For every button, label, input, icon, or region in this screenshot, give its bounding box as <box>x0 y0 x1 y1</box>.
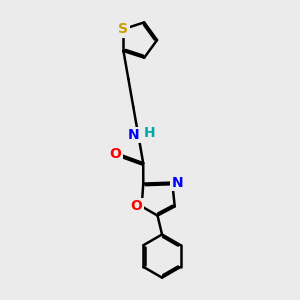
Text: N: N <box>172 176 183 190</box>
Text: O: O <box>130 200 142 213</box>
Text: N: N <box>128 128 140 142</box>
Text: S: S <box>118 22 128 36</box>
Text: H: H <box>144 126 155 140</box>
Text: O: O <box>110 146 122 161</box>
